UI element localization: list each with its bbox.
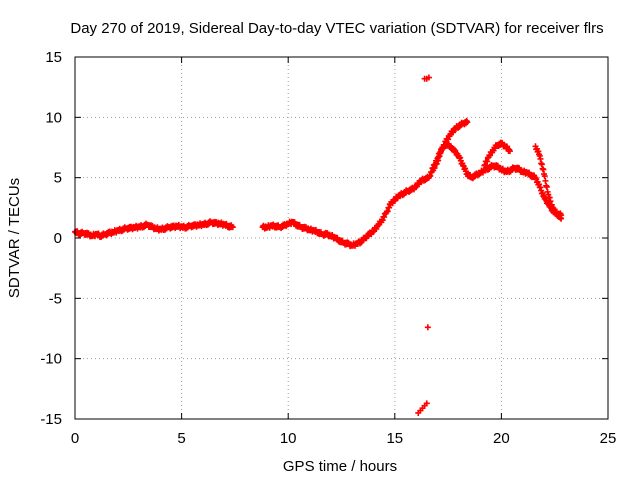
chart-title: Day 270 of 2019, Sidereal Day-to-day VTE… bbox=[70, 20, 603, 37]
data-point bbox=[558, 215, 565, 222]
data-point bbox=[506, 148, 513, 155]
x-tick-label: 20 bbox=[493, 430, 510, 447]
y-tick-label: 10 bbox=[45, 109, 62, 126]
y-tick-label: -5 bbox=[49, 290, 62, 307]
x-tick-label: 25 bbox=[600, 430, 617, 447]
data-point bbox=[229, 224, 236, 231]
y-tick-label: -10 bbox=[40, 351, 62, 368]
y-tick-label: 5 bbox=[54, 170, 62, 187]
x-axis-title: GPS time / hours bbox=[283, 458, 397, 475]
axis-ticks: 0 5 10 15 20 25 -15 -10 -5 0 5 10 15 bbox=[40, 49, 616, 447]
grid bbox=[75, 57, 608, 419]
y-tick-label: -15 bbox=[40, 411, 62, 428]
x-tick-label: 10 bbox=[280, 430, 297, 447]
data-point bbox=[464, 119, 471, 126]
x-tick-label: 5 bbox=[177, 430, 185, 447]
y-tick-label: 0 bbox=[54, 230, 62, 247]
data-point bbox=[423, 400, 430, 407]
y-axis-title: SDTVAR / TECUs bbox=[6, 178, 23, 298]
data-point bbox=[424, 324, 431, 331]
data-point bbox=[425, 74, 432, 81]
x-tick-label: 15 bbox=[386, 430, 403, 447]
data-points bbox=[72, 74, 565, 416]
y-tick-label: 15 bbox=[45, 49, 62, 66]
x-tick-label: 0 bbox=[71, 430, 79, 447]
